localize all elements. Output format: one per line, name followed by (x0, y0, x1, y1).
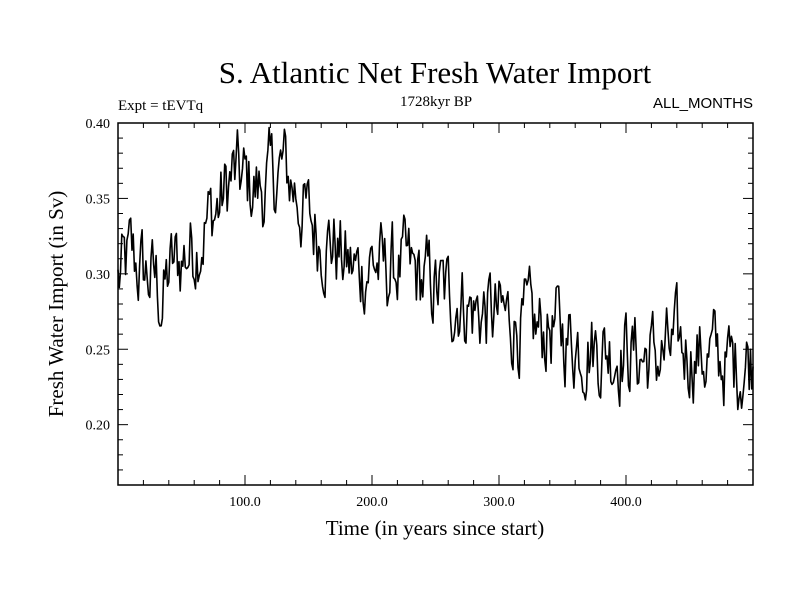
y-tick-label: 0.20 (86, 419, 111, 434)
y-tick-label: 0.25 (86, 343, 111, 358)
x-axis-label: Time (in years since start) (326, 516, 545, 540)
x-tick-label: 300.0 (483, 495, 515, 510)
series-layer (117, 126, 754, 411)
x-tick-label: 400.0 (610, 495, 642, 510)
ticks-layer: 100.0 200.0 300.0 400.0 0.20 0.25 0.30 0.35 0.40 (86, 117, 753, 510)
experiment-label: Expt = tEVTq (118, 98, 204, 114)
y-tick-label: 0.35 (86, 192, 111, 207)
chart-title: S. Atlantic Net Fresh Water Import (219, 55, 652, 90)
series-line (117, 126, 754, 411)
y-tick-label: 0.40 (86, 117, 111, 132)
y-axis-label: Fresh Water Import (in Sv) (44, 191, 68, 418)
period-label: 1728kyr BP (400, 94, 472, 110)
x-tick-label: 100.0 (229, 495, 261, 510)
x-tick-label: 200.0 (356, 495, 388, 510)
months-label: ALL_MONTHS (653, 95, 753, 112)
plot-frame (117, 122, 754, 486)
y-tick-label: 0.30 (86, 268, 111, 283)
